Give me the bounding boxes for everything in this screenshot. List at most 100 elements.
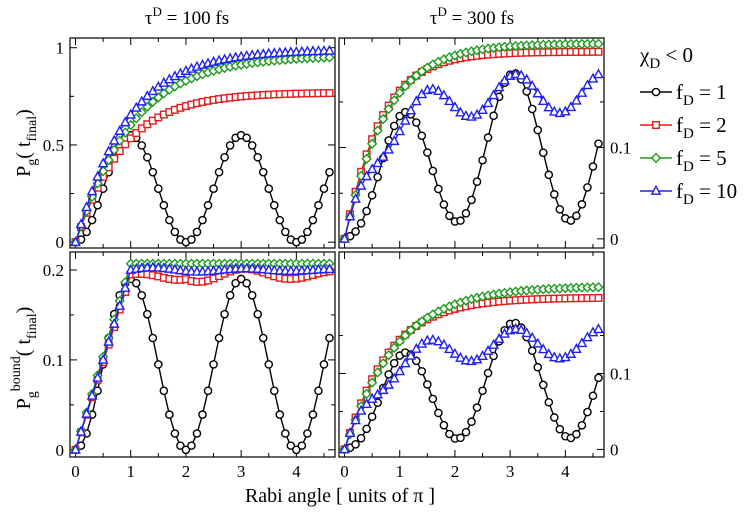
data-point	[428, 394, 438, 404]
data-point	[153, 92, 164, 103]
data-point	[209, 360, 218, 369]
data-point	[444, 343, 455, 354]
data-point	[405, 349, 417, 360]
x-tick-label: 1	[395, 462, 404, 481]
data-point	[356, 219, 366, 228]
data-point	[593, 323, 604, 334]
data-point	[533, 125, 543, 135]
series-1	[71, 274, 334, 455]
data-point	[344, 427, 356, 438]
data-point	[325, 333, 334, 343]
data-point	[548, 105, 560, 116]
data-point	[488, 89, 499, 100]
data-point	[384, 370, 393, 379]
data-point	[543, 101, 555, 112]
data-point	[297, 441, 307, 450]
data-point	[70, 443, 81, 454]
data-point	[154, 360, 163, 369]
data-point	[86, 389, 98, 400]
data-point	[593, 38, 604, 49]
data-point	[521, 73, 533, 84]
data-point	[275, 410, 285, 419]
data-point	[148, 167, 158, 177]
data-point	[366, 138, 378, 149]
data-point	[417, 131, 427, 141]
data-point	[394, 125, 406, 136]
data-point	[192, 227, 202, 237]
data-point	[81, 201, 92, 212]
data-point	[532, 337, 544, 348]
data-point	[126, 134, 135, 143]
data-point	[258, 333, 268, 343]
data-point	[478, 155, 487, 165]
data-point	[192, 429, 202, 438]
data-point	[141, 90, 153, 101]
data-point	[548, 351, 560, 362]
data-point	[483, 368, 493, 378]
data-point	[389, 342, 400, 354]
data-point	[324, 44, 335, 55]
x-tick-label: 4	[292, 462, 301, 481]
data-point	[269, 200, 279, 210]
data-point	[383, 103, 394, 115]
x-tick-label: 2	[451, 462, 460, 481]
data-point	[225, 141, 235, 150]
series-1	[340, 318, 603, 454]
data-point	[242, 133, 251, 143]
data-point	[114, 299, 126, 310]
data-point	[308, 215, 318, 225]
data-point	[314, 386, 323, 396]
data-point	[377, 384, 389, 395]
data-point	[362, 424, 371, 434]
data-point	[449, 101, 461, 112]
data-point	[427, 83, 439, 94]
series-3	[339, 38, 604, 245]
data-point	[433, 335, 444, 346]
data-point	[350, 414, 361, 425]
data-point	[544, 397, 554, 407]
data-point	[482, 97, 494, 108]
x-tick-label: 0	[71, 462, 80, 481]
data-point	[571, 94, 582, 105]
data-point	[405, 325, 416, 336]
data-point	[242, 278, 251, 288]
data-point	[303, 227, 312, 237]
data-point	[411, 320, 422, 331]
data-point	[593, 68, 604, 79]
data-point	[377, 358, 389, 369]
data-point	[434, 408, 443, 418]
x-tick-label: 2	[182, 462, 191, 481]
data-point	[526, 331, 538, 342]
data-point	[478, 386, 487, 396]
data-point	[405, 75, 416, 86]
y-tick-label: 0.1	[610, 139, 631, 158]
data-point	[231, 278, 240, 288]
plot-frame	[338, 37, 605, 249]
data-point	[339, 232, 350, 243]
data-point	[482, 344, 494, 355]
data-point	[444, 95, 455, 106]
y-tick-label: 1	[56, 39, 65, 58]
legend-item: fD = 10	[640, 179, 737, 208]
data-point	[170, 429, 180, 438]
series-line	[74, 268, 330, 451]
data-point	[367, 412, 377, 422]
data-point	[297, 235, 307, 244]
data-point	[325, 167, 334, 177]
data-point	[572, 211, 581, 221]
data-point	[515, 69, 527, 80]
data-point	[339, 443, 350, 454]
data-point	[433, 85, 444, 95]
legend-label: fD = 1	[676, 80, 727, 109]
y-tick-label: 0.5	[43, 136, 64, 155]
data-point	[423, 380, 432, 389]
data-point	[394, 365, 406, 376]
data-point	[389, 121, 399, 131]
data-point	[97, 157, 109, 168]
data-point	[477, 350, 488, 360]
data-point	[527, 104, 537, 114]
data-point	[538, 380, 548, 390]
data-point	[394, 336, 405, 347]
data-point	[510, 68, 522, 79]
legend-marker	[651, 87, 661, 97]
